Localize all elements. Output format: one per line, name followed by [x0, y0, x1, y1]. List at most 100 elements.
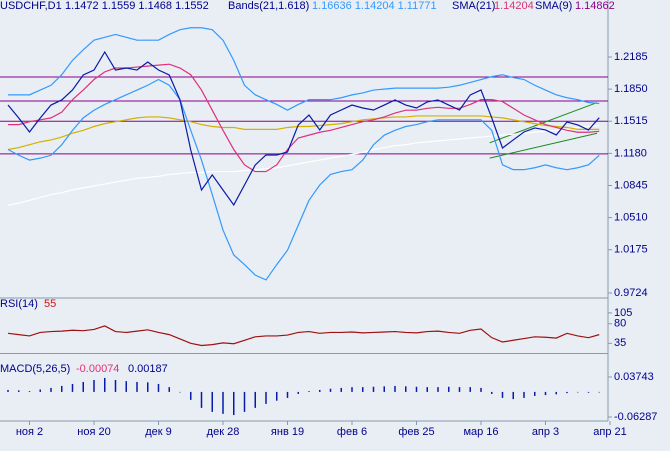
y-tick-label: 1.0510: [614, 212, 648, 224]
y-tick-label: 1.0845: [614, 179, 648, 191]
macd-readout: -0.00074: [76, 363, 119, 375]
x-tick-label: фев 25: [398, 426, 434, 438]
channel-line: [489, 132, 598, 159]
indicator-name: SMA(9): [535, 0, 572, 12]
histogram-bar: [448, 386, 450, 392]
histogram-bar: [114, 379, 117, 392]
histogram-bar: [415, 386, 418, 392]
x-tick-label: апр 21: [593, 426, 626, 438]
indicator-name: Bands(21,1.618): [228, 0, 309, 12]
histogram-bar: [82, 381, 84, 392]
histogram-bar: [577, 391, 579, 393]
y-tick-label: 80: [614, 318, 626, 330]
histogram-bar: [501, 391, 504, 398]
x-tick-label: ноя 20: [77, 426, 110, 438]
histogram-bar: [362, 387, 364, 392]
histogram-bar: [39, 389, 41, 392]
histogram-bar: [28, 391, 31, 392]
histogram-bar: [523, 391, 525, 398]
histogram-bar: [383, 386, 385, 392]
series-line: [8, 63, 600, 173]
histogram-bar: [512, 391, 514, 400]
histogram-bar: [71, 383, 74, 392]
histogram-bar: [157, 383, 160, 392]
histogram-bar: [308, 391, 310, 392]
histogram-bar: [243, 391, 246, 412]
x-tick-label: дек 9: [145, 426, 172, 438]
histogram-bar: [190, 391, 192, 400]
x-tick-label: ноя 2: [16, 426, 43, 438]
series-line: [7, 50, 600, 207]
y-tick-label: -0.06287: [614, 411, 657, 423]
x-tick-label: мар 16: [463, 426, 498, 438]
x-tick-label: янв 19: [271, 426, 304, 438]
histogram-bar: [544, 391, 547, 396]
series-line: [7, 124, 600, 206]
histogram-bar: [426, 387, 428, 392]
y-tick-label: 0.03743: [614, 371, 654, 383]
histogram-bar: [147, 382, 149, 392]
series-line: [7, 78, 600, 281]
histogram-bar: [405, 386, 407, 392]
histogram-bar: [372, 386, 375, 392]
histogram-bar: [18, 390, 20, 392]
indicator-name: SMA(21): [452, 0, 495, 12]
histogram-bar: [211, 391, 213, 412]
histogram-bar: [480, 387, 482, 392]
y-tick-label: 0.9724: [614, 287, 648, 299]
rsi-title: RSI(14): [0, 298, 38, 310]
indicator-readout: 1.14204: [494, 0, 534, 12]
histogram-bar: [104, 377, 106, 392]
histogram-bar: [7, 389, 9, 392]
histogram-bar: [319, 389, 321, 392]
y-tick-label: 1.2185: [614, 51, 648, 63]
x-tick-label: фев 6: [337, 426, 367, 438]
histogram-bar: [200, 391, 203, 408]
y-tick-label: 1.0175: [614, 244, 648, 256]
histogram-bar: [491, 391, 493, 394]
histogram-bar: [125, 381, 127, 392]
histogram-bar: [179, 391, 181, 393]
histogram-bar: [587, 391, 590, 393]
histogram-bar: [136, 381, 138, 392]
indicator-readout: 1.14862: [575, 0, 615, 12]
series-line: [7, 115, 600, 151]
histogram-bar: [534, 391, 536, 396]
histogram-bar: [351, 387, 353, 392]
histogram-bar: [168, 387, 170, 392]
histogram-bar: [598, 391, 600, 393]
histogram-bar: [297, 391, 299, 394]
series-line: [8, 27, 600, 111]
histogram-bar: [286, 391, 289, 398]
macd-title: MACD(5,26,5): [0, 363, 70, 375]
histogram-bar: [276, 391, 278, 401]
histogram-bar: [340, 387, 342, 392]
y-tick-label: 1.1850: [614, 83, 648, 95]
histogram-bar: [265, 391, 267, 404]
histogram-bar: [566, 391, 568, 394]
macd-readout: 0.00187: [128, 363, 168, 375]
x-tick-label: апр 3: [532, 426, 559, 438]
x-tick-label: дек 28: [207, 426, 240, 438]
y-tick-label: 1.1180: [614, 147, 647, 159]
indicator-readout: 1.16636 1.14204 1.11771: [312, 0, 437, 12]
histogram-bar: [254, 391, 256, 408]
histogram-bar: [222, 391, 224, 414]
ohlc: 1.1472 1.1559 1.1468 1.1552: [65, 0, 209, 12]
y-tick-label: 1.1515: [614, 115, 648, 127]
rsi-readout: 55: [44, 298, 56, 310]
histogram-bar: [458, 387, 461, 392]
histogram-bar: [61, 385, 63, 392]
series-line: [7, 325, 600, 347]
histogram-bar: [93, 379, 95, 392]
histogram-bar: [437, 387, 439, 392]
histogram-bar: [555, 391, 557, 395]
symbol: USDCHF,D1: [0, 0, 62, 12]
histogram-bar: [394, 385, 396, 392]
histogram-bar: [469, 387, 471, 392]
histogram-bar: [50, 387, 52, 392]
histogram-bar: [233, 391, 235, 416]
channel-line: [489, 102, 598, 144]
